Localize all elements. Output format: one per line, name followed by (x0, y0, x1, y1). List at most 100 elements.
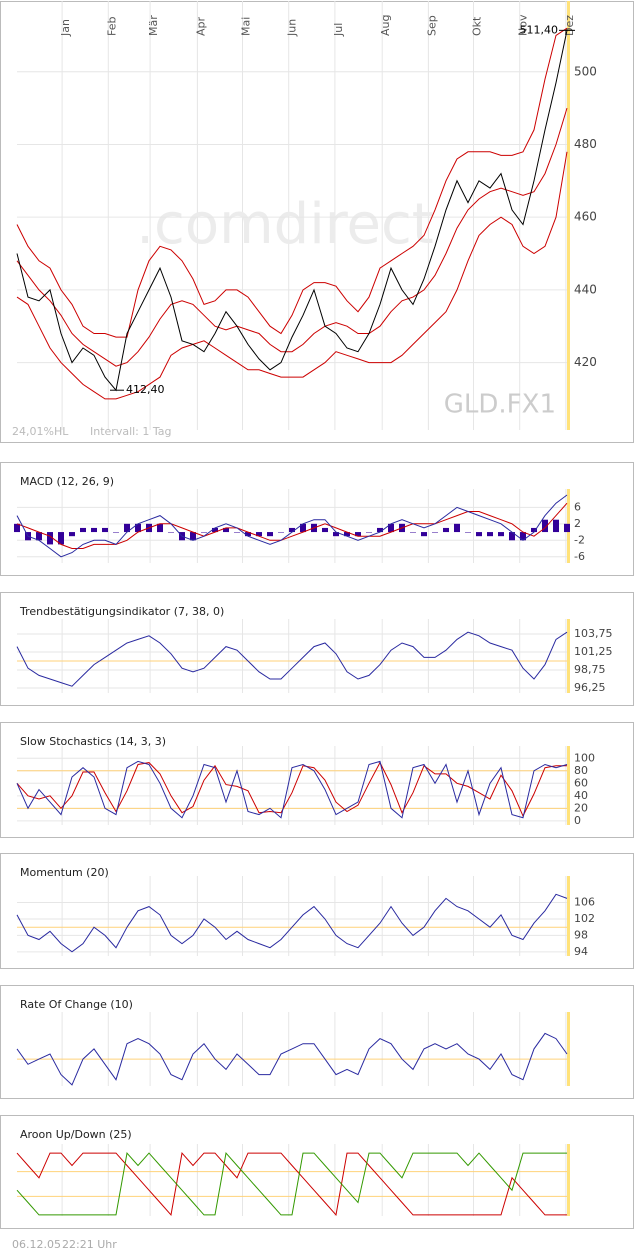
histogram-bar (465, 532, 471, 533)
histogram-bar (322, 527, 328, 533)
histogram-bar (36, 532, 42, 541)
y-tick-label: 98 (574, 928, 588, 941)
histogram-bar (531, 527, 537, 533)
annotation-label: 511,40 (520, 23, 559, 36)
panel-title: MACD (12, 26, 9) (20, 475, 114, 488)
symbol: GLD.FX1 (444, 390, 556, 420)
y-tick-label: 40 (574, 789, 588, 802)
series-line (16, 502, 568, 549)
series-line (16, 107, 568, 367)
series-line (16, 631, 568, 687)
month-label: Mär (147, 15, 160, 36)
histogram-bar (212, 527, 218, 533)
histogram-bar (267, 532, 273, 537)
today-marker (567, 1012, 570, 1086)
y-tick-label: 106 (574, 896, 595, 909)
histogram-bar (278, 532, 284, 533)
histogram-bar (498, 532, 504, 537)
y-tick-label: 80 (574, 764, 588, 777)
interval-label: Intervall: 1 Tag (90, 425, 172, 438)
histogram-bar (454, 523, 460, 533)
histogram-bar (487, 532, 493, 537)
annotation-label: 412,40 (126, 383, 165, 396)
y-tick-label: 440 (574, 282, 597, 296)
footer-time: 22:21 Uhr (62, 1238, 117, 1251)
y-tick-label: 100 (574, 751, 595, 764)
histogram-bar (520, 532, 526, 541)
histogram-bar (564, 523, 570, 533)
histogram-bar (355, 532, 361, 537)
month-label: Okt (471, 16, 484, 36)
histogram-bar (69, 532, 75, 537)
series-line (16, 1151, 567, 1217)
histogram-bar (91, 527, 97, 533)
series-line (16, 151, 568, 400)
series-line (16, 1032, 568, 1086)
watermark: .comdirect (136, 192, 434, 257)
month-label: Jul (332, 23, 345, 37)
histogram-bar (14, 523, 20, 533)
footer-date: 06.12.05 (12, 1238, 61, 1251)
panel-frame (0, 853, 634, 969)
series-line (16, 893, 568, 953)
month-label: Aug (379, 15, 392, 36)
histogram-bar (421, 532, 427, 537)
month-label: Dez (563, 15, 576, 36)
series-line (16, 1151, 567, 1216)
y-tick-label: 96,25 (574, 681, 606, 694)
histogram-bar (168, 532, 174, 533)
panel-frame (0, 985, 634, 1099)
y-tick-label: 2 (574, 517, 581, 530)
panel-title: Aroon Up/Down (25) (20, 1128, 132, 1141)
y-tick-label: 102 (574, 912, 595, 925)
month-label: Jan (59, 19, 72, 37)
y-tick-label: 98,75 (574, 663, 606, 676)
y-tick-label: 20 (574, 801, 588, 814)
panel-title: Slow Stochastics (14, 3, 3) (20, 735, 166, 748)
y-tick-label: 94 (574, 945, 588, 958)
series-line (16, 761, 567, 818)
month-label: Apr (194, 16, 207, 36)
panel-frame (0, 592, 634, 706)
range-label: 24,01%HL (12, 425, 69, 438)
month-label: Nov (517, 14, 530, 36)
histogram-bar (245, 532, 251, 537)
histogram-bar (102, 527, 108, 533)
month-label: Sep (425, 15, 438, 36)
series-line (16, 494, 568, 558)
today-marker (567, 619, 570, 693)
histogram-bar (300, 523, 306, 533)
panel-title: Momentum (20) (20, 866, 109, 879)
series-line (16, 27, 568, 338)
histogram-bar (47, 532, 53, 545)
histogram-bar (256, 532, 262, 537)
panel-frame (0, 1, 634, 443)
histogram-bar (58, 532, 64, 545)
histogram-bar (190, 532, 196, 541)
month-label: Mai (240, 17, 253, 36)
panel-title: Rate Of Change (10) (20, 998, 133, 1011)
y-tick-label: 6 (574, 500, 581, 513)
y-tick-label: 103,75 (574, 627, 613, 640)
histogram-bar (289, 527, 295, 533)
today-marker (567, 1144, 570, 1216)
histogram-bar (366, 532, 372, 533)
histogram-bar (157, 523, 163, 533)
y-tick-label: -2 (574, 533, 585, 546)
y-tick-label: 420 (574, 355, 597, 369)
histogram-bar (553, 519, 559, 533)
histogram-bar (509, 532, 515, 541)
histogram-bar (344, 532, 350, 537)
histogram-bar (223, 527, 229, 533)
panel-frame (0, 722, 634, 838)
y-tick-label: 480 (574, 137, 597, 151)
today-marker (567, 876, 570, 956)
y-tick-label: 101,25 (574, 645, 613, 658)
y-tick-label: 500 (574, 64, 597, 78)
histogram-bar (476, 532, 482, 537)
histogram-bar (443, 527, 449, 533)
histogram-bar (113, 532, 119, 533)
y-tick-label: -6 (574, 550, 585, 563)
